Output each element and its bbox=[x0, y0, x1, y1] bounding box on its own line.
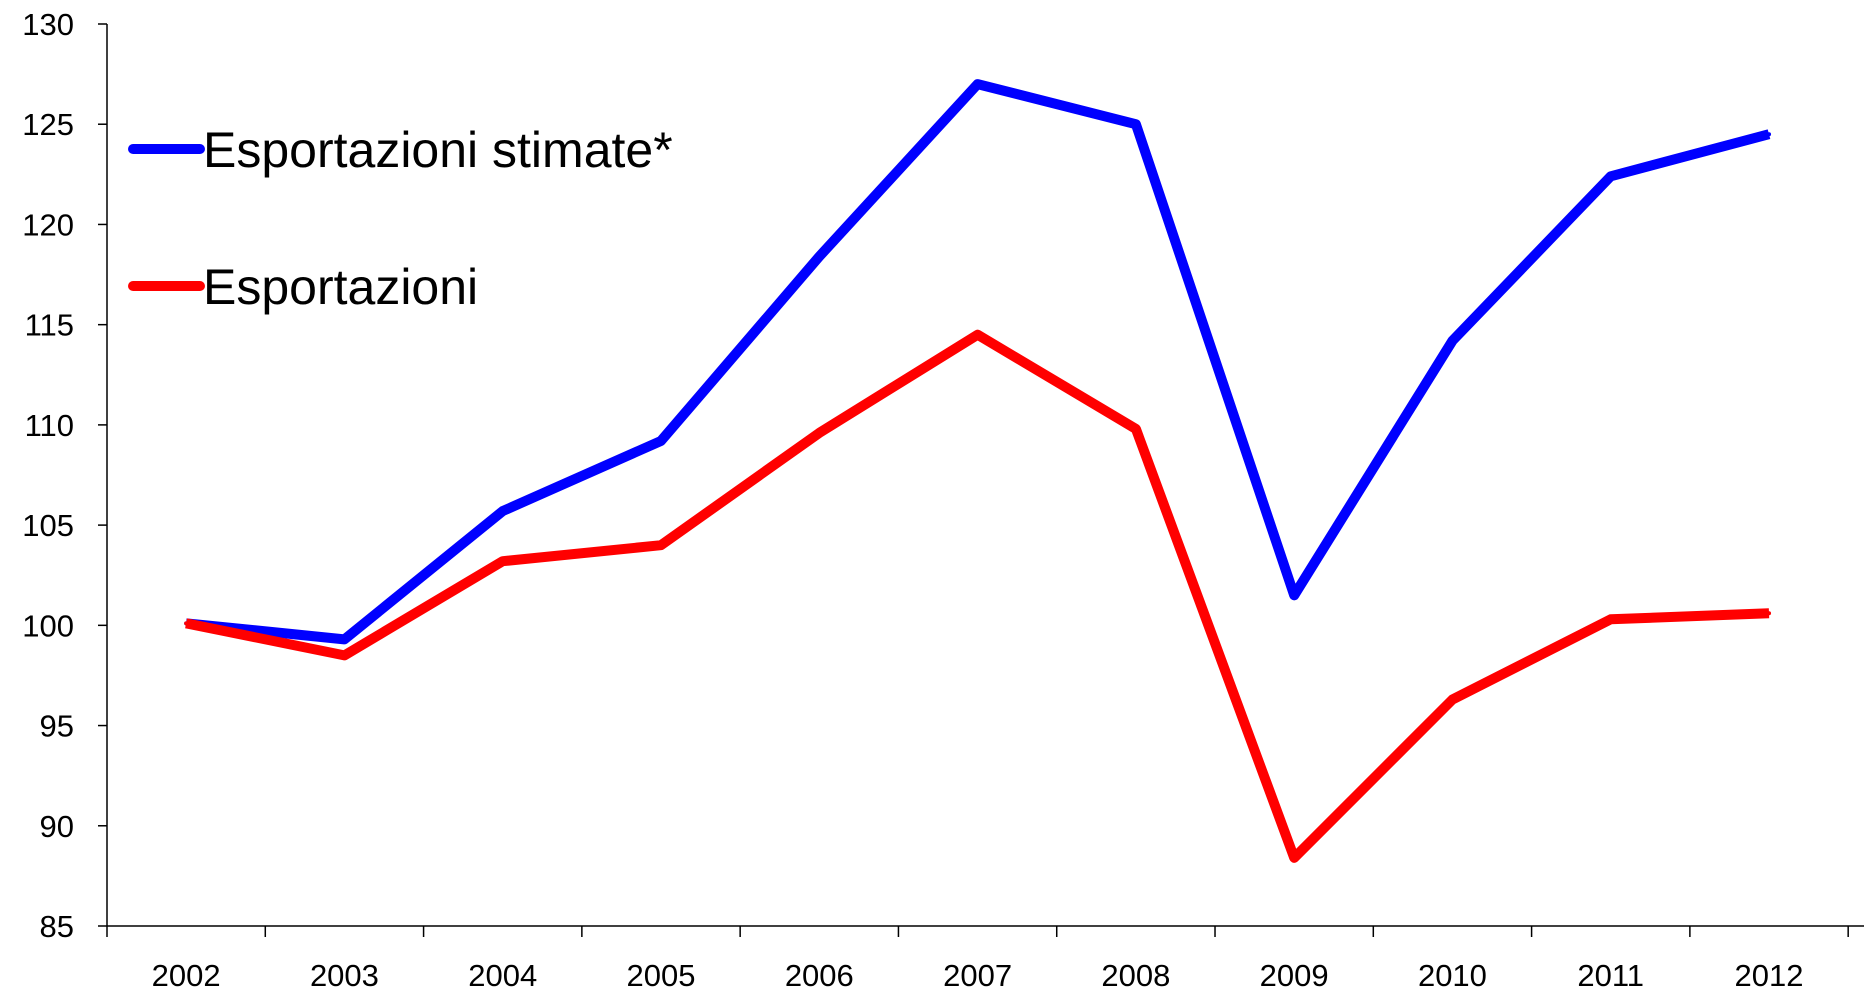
y-tick-label: 110 bbox=[25, 408, 74, 443]
series-line-2 bbox=[185, 329, 1770, 863]
data-point bbox=[817, 254, 822, 259]
y-tick-label: 115 bbox=[25, 308, 74, 343]
data-point bbox=[342, 653, 347, 658]
data-point bbox=[1608, 174, 1613, 179]
data-point bbox=[1767, 611, 1772, 616]
x-tick-label: 2003 bbox=[310, 958, 379, 993]
data-point bbox=[1133, 122, 1138, 127]
axes bbox=[106, 24, 1864, 927]
legend-label: Esportazioni stimate* bbox=[203, 122, 673, 178]
series-lines bbox=[184, 79, 1772, 863]
data-point bbox=[184, 621, 189, 626]
x-tick-label: 2006 bbox=[785, 958, 854, 993]
y-axis-ticks: 85 90 95 100 105 110 115 120 125 130 bbox=[22, 7, 107, 944]
y-tick-label: 120 bbox=[22, 207, 74, 242]
x-tick-label: 2012 bbox=[1735, 958, 1804, 993]
x-tick-label: 2009 bbox=[1260, 958, 1329, 993]
data-point bbox=[1292, 855, 1297, 860]
data-point bbox=[1767, 132, 1772, 137]
data-point bbox=[1133, 426, 1138, 431]
x-tick-label: 2007 bbox=[943, 958, 1012, 993]
data-point bbox=[975, 332, 980, 337]
data-point bbox=[1292, 593, 1297, 598]
x-tick-label: 2008 bbox=[1101, 958, 1170, 993]
legend: Esportazioni stimate* Esportazioni bbox=[128, 122, 673, 315]
x-tick-label: 2004 bbox=[468, 958, 537, 993]
y-tick-label: 130 bbox=[22, 7, 74, 42]
x-tick-label: 2011 bbox=[1577, 958, 1644, 993]
y-tick-label: 85 bbox=[40, 909, 74, 944]
x-tick-label: 2005 bbox=[627, 958, 696, 993]
data-point bbox=[817, 430, 822, 435]
data-point bbox=[1450, 338, 1455, 343]
legend-label: Esportazioni bbox=[203, 259, 478, 315]
data-point bbox=[659, 438, 664, 443]
x-tick-label: 2010 bbox=[1418, 958, 1487, 993]
data-point bbox=[1450, 697, 1455, 702]
x-axis-ticks: 2002 2003 2004 2005 2006 2007 2008 2009 2010 2011… bbox=[106, 926, 1849, 993]
data-point bbox=[1608, 617, 1613, 622]
data-point bbox=[975, 82, 980, 87]
data-point bbox=[500, 509, 505, 514]
y-tick-label: 125 bbox=[22, 107, 74, 142]
y-tick-label: 95 bbox=[40, 709, 74, 744]
y-tick-label: 100 bbox=[22, 608, 74, 643]
y-tick-label: 90 bbox=[40, 809, 74, 844]
data-point bbox=[500, 559, 505, 564]
data-point bbox=[659, 543, 664, 548]
data-point bbox=[342, 637, 347, 642]
x-tick-label: 2002 bbox=[152, 958, 221, 993]
y-tick-label: 105 bbox=[22, 508, 74, 543]
